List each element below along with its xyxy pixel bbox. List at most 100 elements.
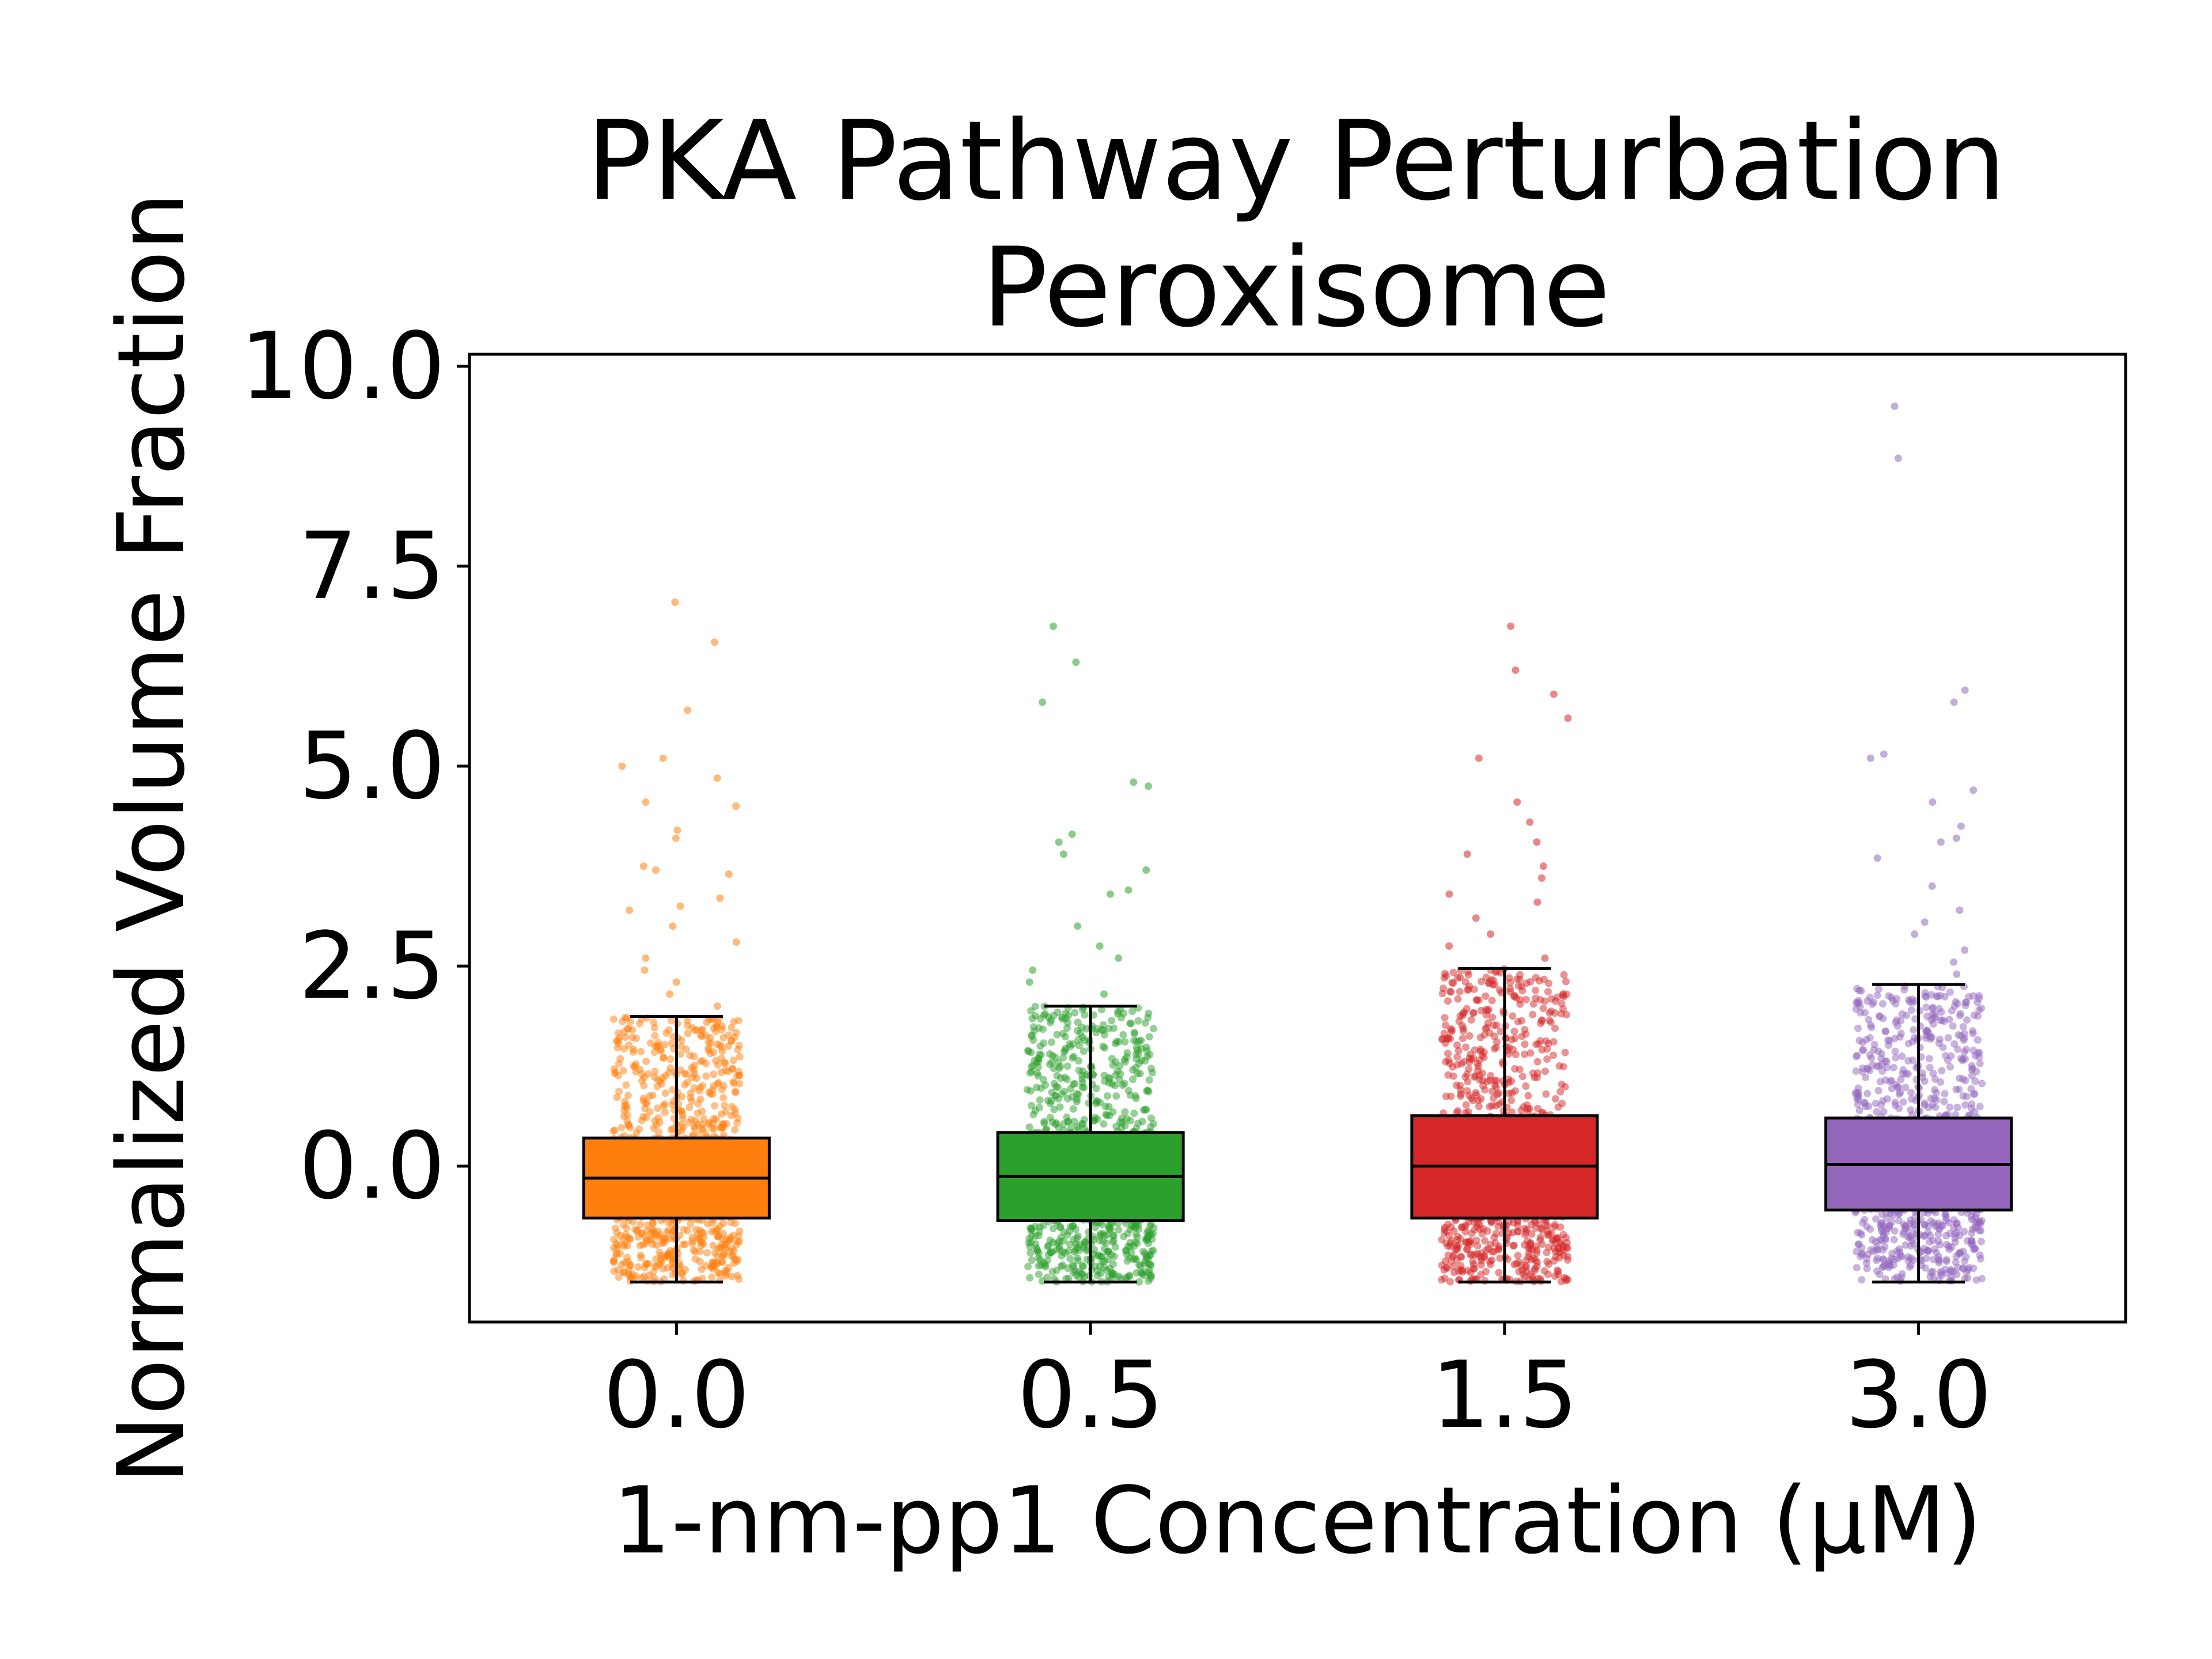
data-point: [710, 1082, 718, 1090]
data-point: [653, 1082, 661, 1090]
data-point: [679, 1123, 687, 1131]
data-point: [1558, 1010, 1565, 1018]
data-point: [1025, 1123, 1033, 1131]
data-point: [663, 1228, 671, 1236]
data-point: [1100, 1120, 1108, 1128]
data-point: [1469, 1009, 1478, 1017]
data-point: [727, 1037, 735, 1045]
data-point: [713, 1227, 721, 1235]
data-point: [1854, 1096, 1862, 1104]
data-point: [1047, 1248, 1055, 1256]
data-point: [736, 1080, 744, 1088]
data-point: [1066, 1240, 1074, 1248]
data-point: [1059, 1054, 1067, 1062]
data-point: [1475, 1103, 1483, 1111]
data-point: [1105, 1103, 1113, 1111]
data-point: [1112, 1092, 1120, 1100]
data-point: [1491, 980, 1499, 988]
data-point: [1145, 1033, 1153, 1041]
data-point: [1975, 1226, 1983, 1234]
x-tick-label: 0.0: [603, 1341, 749, 1449]
data-point: [637, 1048, 645, 1056]
data-point: [1071, 1009, 1079, 1017]
data-point: [1450, 1263, 1458, 1270]
data-point: [1976, 1059, 1984, 1067]
data-point: [1861, 1215, 1869, 1224]
data-point: [1453, 1245, 1461, 1253]
data-point: [1453, 1053, 1461, 1061]
data-point: [659, 1265, 667, 1273]
data-point: [1103, 1112, 1111, 1119]
data-point: [1079, 1263, 1087, 1271]
data-point: [720, 1251, 728, 1259]
data-point: [1114, 1007, 1122, 1016]
data-point: [665, 1219, 673, 1227]
data-point: [1455, 1047, 1463, 1055]
data-point: [1866, 1051, 1874, 1059]
data-point: [1883, 1214, 1891, 1222]
data-point: [1550, 1236, 1558, 1244]
outlier-point: [672, 834, 680, 842]
data-point: [1119, 1081, 1127, 1089]
data-point: [661, 1089, 669, 1097]
data-point: [710, 1048, 718, 1056]
data-point: [1127, 1249, 1135, 1256]
data-point: [1474, 1249, 1482, 1257]
data-point: [1512, 1051, 1520, 1059]
data-point: [1858, 1250, 1866, 1258]
data-point: [1544, 988, 1552, 996]
data-point: [679, 1115, 687, 1123]
data-point: [620, 1268, 628, 1277]
outlier-point: [652, 866, 660, 874]
data-point: [1954, 1045, 1961, 1053]
data-point: [1531, 1266, 1539, 1274]
data-point: [1879, 1255, 1887, 1263]
data-point: [1441, 969, 1449, 978]
data-point: [1852, 1067, 1860, 1075]
data-point: [1561, 1083, 1569, 1091]
data-point: [726, 1233, 734, 1241]
data-point: [661, 1040, 669, 1048]
outlier-point: [1564, 714, 1572, 722]
data-point: [680, 1225, 688, 1233]
data-point: [1093, 1271, 1101, 1279]
data-point: [1876, 1013, 1884, 1021]
data-point: [729, 1078, 737, 1086]
data-point: [710, 1070, 718, 1078]
data-point: [615, 1029, 623, 1037]
data-point: [736, 1053, 744, 1060]
outlier-point: [1961, 686, 1969, 694]
data-point: [1459, 1027, 1467, 1035]
data-point: [649, 1229, 657, 1237]
data-point: [658, 1258, 665, 1266]
data-point: [1044, 1243, 1052, 1251]
outlier-point: [669, 922, 677, 930]
outlier-point: [618, 762, 626, 770]
outlier-point: [1507, 622, 1514, 630]
data-point: [1071, 1225, 1080, 1233]
data-point: [1444, 1071, 1452, 1079]
data-point: [1048, 1118, 1056, 1126]
data-point: [1075, 1273, 1083, 1281]
data-point: [637, 1221, 644, 1229]
data-point: [649, 1240, 657, 1248]
data-point: [1048, 1038, 1055, 1046]
data-point: [1853, 1051, 1861, 1059]
data-point: [1081, 1036, 1088, 1044]
data-point: [688, 1097, 696, 1105]
data-point: [1961, 1055, 1969, 1063]
data-point: [1962, 1253, 1970, 1261]
data-point: [1484, 1227, 1491, 1235]
data-point: [1558, 999, 1566, 1007]
data-point: [618, 1260, 626, 1268]
data-point: [1115, 1037, 1123, 1046]
data-point: [1116, 1274, 1124, 1282]
data-point: [1547, 1018, 1555, 1027]
data-point: [1895, 1217, 1903, 1225]
data-point: [1150, 1025, 1157, 1033]
data-point: [1527, 1256, 1535, 1264]
box-group-0.5: [996, 622, 1185, 1286]
data-point: [1028, 1256, 1036, 1264]
data-point: [1025, 1238, 1033, 1247]
data-point: [1527, 1221, 1535, 1229]
